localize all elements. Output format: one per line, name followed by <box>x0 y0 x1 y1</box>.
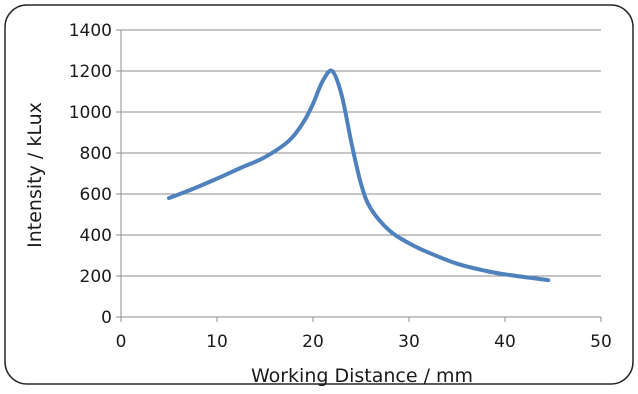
series-layer <box>167 68 551 283</box>
y-tick-label: 200 <box>80 267 112 287</box>
y-tick-label: 1200 <box>69 62 112 82</box>
x-tick-label: 0 <box>116 332 127 352</box>
x-tick-label: 30 <box>398 332 420 352</box>
y-tick-label: 1000 <box>69 103 112 123</box>
x-tick-label: 40 <box>494 332 516 352</box>
series-line <box>167 68 551 283</box>
x-tick-label: 10 <box>206 332 228 352</box>
y-tick-label: 800 <box>80 144 112 164</box>
tick-labels: 0 200 400 600 800 1000 1200 1400 0 10 20 30 40 50 <box>69 21 612 352</box>
axes <box>116 29 602 322</box>
y-tick-label: 0 <box>101 308 112 328</box>
y-tick-label: 400 <box>80 226 112 246</box>
y-tick-label: 1400 <box>69 21 112 41</box>
y-tick-label: 600 <box>80 185 112 205</box>
x-axis-title: Working Distance / mm <box>251 365 473 387</box>
y-axis-title: Intensity / kLux <box>24 102 46 248</box>
x-tick-label: 50 <box>590 332 612 352</box>
x-tick-label: 20 <box>302 332 324 352</box>
gridlines <box>121 29 601 277</box>
